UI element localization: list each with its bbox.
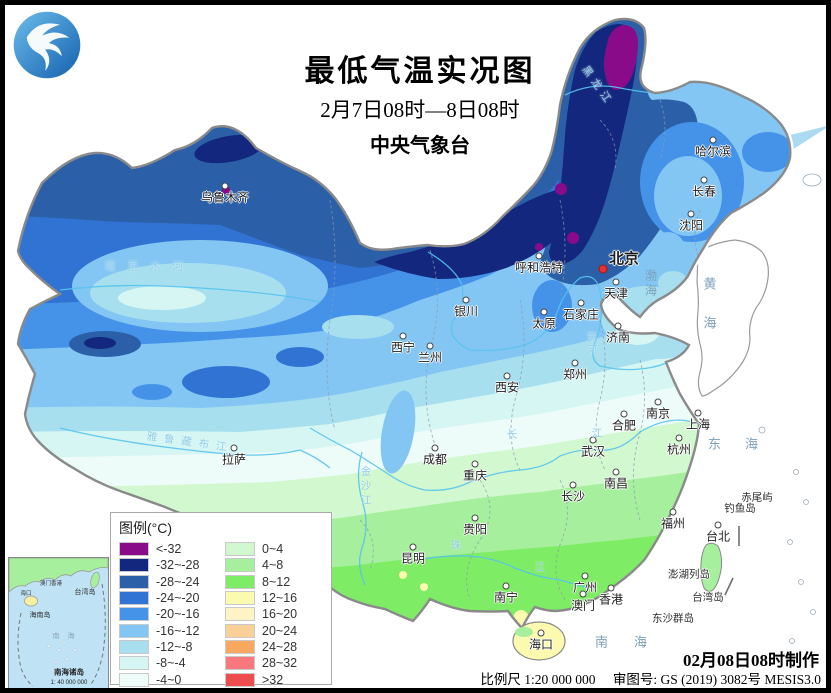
inset-label: 澳门香港: [39, 581, 63, 587]
legend-swatch: [119, 639, 149, 654]
korea-peninsula: [696, 239, 769, 397]
legend-row: -8~-4: [119, 655, 217, 671]
review-number-text: 审图号: GS (2019) 3082号 MESIS3.0: [612, 672, 821, 687]
legend-range-label: -16~-12: [156, 623, 200, 638]
legend-row: -12~-8: [119, 639, 217, 655]
inset-label: 1: 40 000 000: [50, 680, 88, 686]
legend-row: 24~28: [225, 639, 323, 655]
legend-range-label: 0~4: [262, 542, 284, 557]
legend-row: 0~4: [225, 541, 323, 557]
legend-range-label: <-32: [156, 542, 182, 557]
province-borders: [326, 99, 701, 601]
inset-label: 台湾岛: [74, 589, 96, 596]
legend-row: 20~24: [225, 622, 323, 638]
band-8-12-stripe: [18, 520, 791, 628]
time-range: 2月7日08时—8日08时: [320, 98, 520, 122]
sea-islets: [758, 173, 822, 644]
made-at-text: 02月08日08时制作: [683, 651, 819, 670]
legend-row: -32~-28: [119, 557, 217, 573]
agency-name: 中央气象台: [370, 135, 470, 157]
legend-swatch: [119, 607, 149, 622]
legend-row: -4~0: [119, 671, 217, 687]
inset-map-graphic: [9, 558, 108, 690]
legend-swatch: [225, 558, 255, 573]
legend-row: -16~-12: [119, 622, 217, 638]
band-below-minus32: [222, 25, 638, 251]
inset-label: 南 海: [52, 633, 78, 640]
legend-swatch: [119, 542, 149, 557]
inset-label: 南海诸岛: [54, 667, 84, 677]
legend-swatch: [119, 656, 149, 671]
legend-swatch: [119, 591, 149, 606]
legend-row: -28~-24: [119, 574, 217, 590]
legend-range-label: -12~-8: [156, 639, 193, 654]
cma-logo-graphic: [13, 11, 81, 79]
legend-title: 图例(°C): [119, 520, 173, 536]
page-title: 最低气温实况图: [304, 55, 536, 88]
legend-range-label: -28~-24: [156, 574, 200, 589]
title-block: 最低气温实况图 2月7日08时—8日08时 中央气象台: [240, 46, 600, 158]
overlay-minus24-20-tibet: [182, 347, 324, 398]
legend-swatch: [225, 574, 255, 589]
legend-swatch: [119, 558, 149, 573]
legend-range-label: 24~28: [262, 639, 298, 654]
maritime-boundary-dashes: [724, 526, 740, 596]
legend-row: 28~32: [225, 655, 323, 671]
taiwan-island: [700, 542, 723, 592]
legend-swatch: [225, 639, 255, 654]
legend-swatch: [225, 607, 255, 622]
legend-swatch: [119, 623, 149, 638]
legend-range-label: 28~32: [262, 656, 298, 671]
legend-range-label: 8~12: [262, 574, 291, 589]
legend-col-left: <-32 -32~-28 -28~-24 -24~-20 -20~-16 -16~-12-…: [119, 541, 217, 688]
inset-label: 海南岛: [29, 612, 51, 619]
legend-swatch: [225, 672, 255, 687]
legend-row: 16~20: [225, 606, 323, 622]
south-china-sea-inset: 澳门香港台湾岛 海口海南岛南 海南海诸岛 1: 40 000 000: [8, 557, 109, 691]
inset-label: 海口: [20, 591, 32, 597]
legend-range-label: >32: [262, 672, 284, 687]
legend-range-label: -32~-28: [156, 558, 200, 573]
legend-range-label: -20~-16: [156, 607, 200, 622]
legend-row: -20~-16: [119, 606, 217, 622]
map-scale-text: 比例尺 1:20 000 000: [480, 672, 596, 687]
legend-row: 8~12: [225, 574, 323, 590]
legend-row: -24~-20: [119, 590, 217, 606]
legend-range-label: -8~-4: [156, 656, 186, 671]
legend-row: <-32: [119, 541, 217, 557]
legend-col-right: 0~4 4~8 8~12 12~16 16~20 20~24 24~28 28~32 >32: [225, 541, 323, 688]
legend-range-label: 12~16: [262, 591, 298, 606]
cma-logo: [10, 8, 84, 82]
legend-swatch: [119, 574, 149, 589]
legend-range-label: 20~24: [262, 623, 298, 638]
legend-row: 4~8: [225, 557, 323, 573]
legend-range-label: -4~0: [156, 672, 182, 687]
legend-range-label: -24~-20: [156, 591, 200, 606]
legend-swatch: [225, 623, 255, 638]
legend-row: >32: [225, 671, 323, 687]
legend-row: 12~16: [225, 590, 323, 606]
legend-swatch: [225, 542, 255, 557]
legend-swatch: [225, 591, 255, 606]
legend-swatch: [225, 656, 255, 671]
hainan-island: [512, 621, 566, 661]
legend-range-label: 4~8: [262, 558, 284, 573]
legend-range-label: 16~20: [262, 607, 298, 622]
legend: 图例(°C) <-32 -32~-28 -28~-24 -24~-20 -20~-16-…: [110, 512, 332, 688]
legend-swatch: [119, 672, 149, 687]
scale-review-line: 比例尺 1:20 000 000 审图号: GS (2019) 3082号 ME…: [466, 668, 821, 688]
